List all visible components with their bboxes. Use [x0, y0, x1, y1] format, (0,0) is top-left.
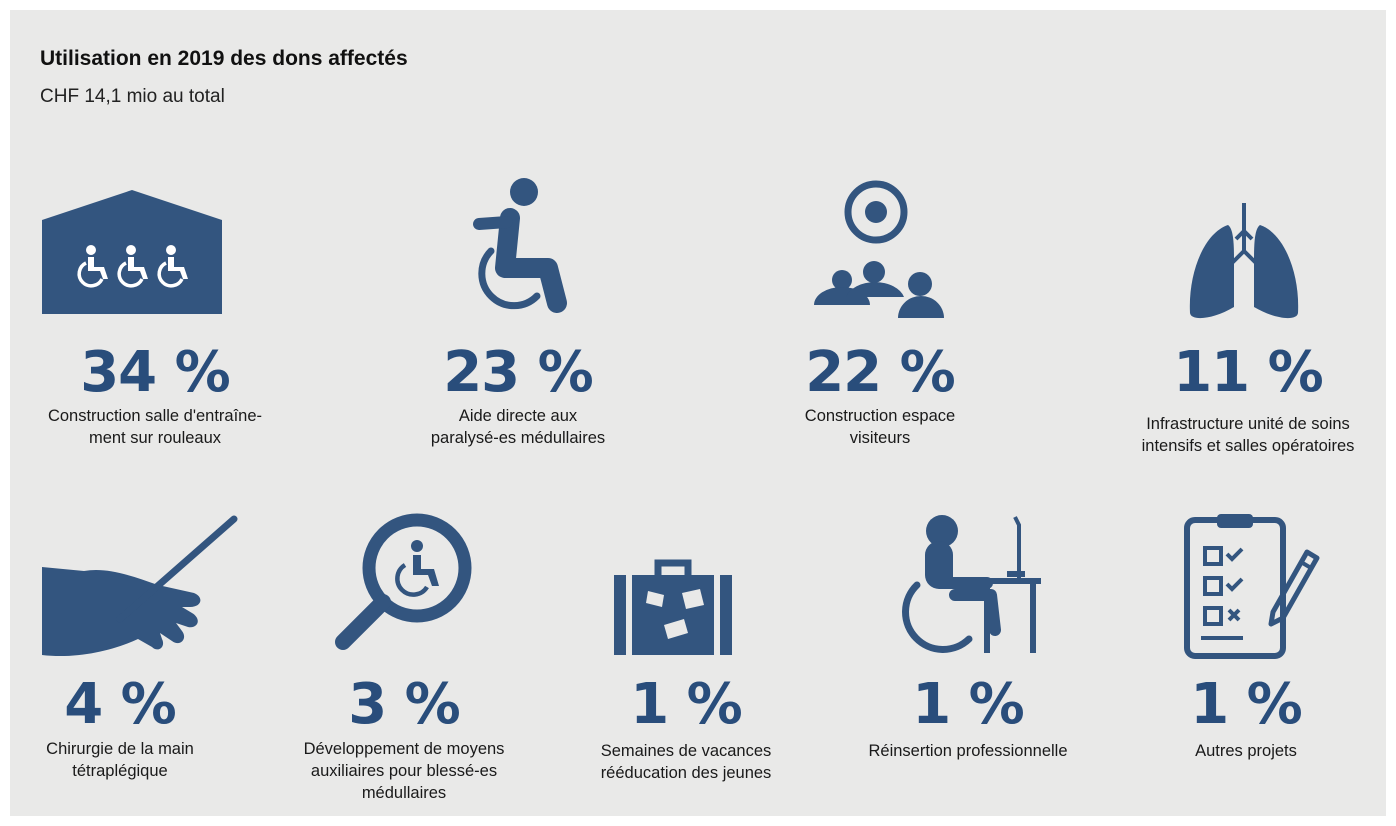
percent-value: 22 %: [805, 340, 956, 405]
percent-value: 11 %: [1173, 340, 1324, 405]
category-label-line: Semaines de vacances: [600, 742, 772, 760]
category-label: Aide directe aux paralysé-es médullaires: [368, 405, 668, 449]
lungs-icon: [1189, 203, 1299, 319]
category-label: Semaines de vacances rééducation des jeun…: [536, 740, 836, 784]
category-label-line: auxiliaires pour blessé-es: [310, 762, 498, 780]
category-label: Développement de moyens auxiliaires pour …: [254, 738, 554, 804]
percent-value: 3 %: [348, 672, 461, 737]
category-label: Construction salle d'entraîne-ment sur r…: [5, 405, 305, 449]
wheelchair-user-icon: [473, 178, 567, 313]
category-label-line: Développement de moyens: [303, 740, 505, 758]
category-label-line: Chirurgie de la main: [46, 740, 194, 758]
category-label-line: intensifs et salles opératoires: [1141, 437, 1355, 455]
category-label-line: médullaires: [361, 784, 447, 802]
category-label: Autres projets: [1096, 740, 1396, 762]
category-label-line: rééducation des jeunes: [600, 764, 772, 782]
category-label-line: tétraplégique: [72, 762, 168, 780]
percent-value: 1 %: [912, 672, 1025, 737]
category-label: Chirurgie de la main tétraplégique: [0, 738, 270, 782]
wheelchair-desk-icon: [902, 515, 1041, 653]
category-label-line: Autres projets: [1195, 742, 1297, 760]
clipboard-checklist-icon: [1184, 514, 1320, 659]
hand-scalpel-icon: [42, 515, 238, 657]
percent-value: 23 %: [443, 340, 594, 405]
category-label: Construction espace visiteurs: [730, 405, 1030, 449]
chart-subtitle: CHF 14,1 mio au total: [40, 86, 225, 107]
infographic-panel: [10, 10, 1386, 816]
category-label-line: Réinsertion professionnelle: [868, 742, 1068, 760]
suitcase-icon: [614, 559, 732, 655]
percent-value: 1 %: [630, 672, 743, 737]
category-label-line: Construction espace: [804, 407, 956, 425]
percent-value: 34 %: [80, 340, 231, 405]
category-label: Infrastructure unité de soins intensifs e…: [1098, 413, 1396, 457]
percent-value: 1 %: [1190, 672, 1303, 737]
category-label-line: Aide directe aux: [458, 407, 578, 425]
chart-title: Utilisation en 2019 des dons affectés: [40, 47, 408, 70]
percent-value: 4 %: [64, 672, 177, 737]
magnifier-wheelchair-icon: [335, 513, 472, 650]
training-hall-icon: [42, 190, 222, 314]
category-label-line: ment sur rouleaux: [88, 429, 222, 447]
category-label-line: Construction salle d'entraîne-: [47, 407, 263, 425]
category-label: Réinsertion professionnelle: [818, 740, 1118, 762]
category-label-line: paralysé-es médullaires: [430, 429, 606, 447]
visitors-space-icon: [814, 180, 944, 318]
category-label-line: visiteurs: [849, 429, 911, 447]
category-label-line: Infrastructure unité de soins: [1146, 415, 1350, 433]
